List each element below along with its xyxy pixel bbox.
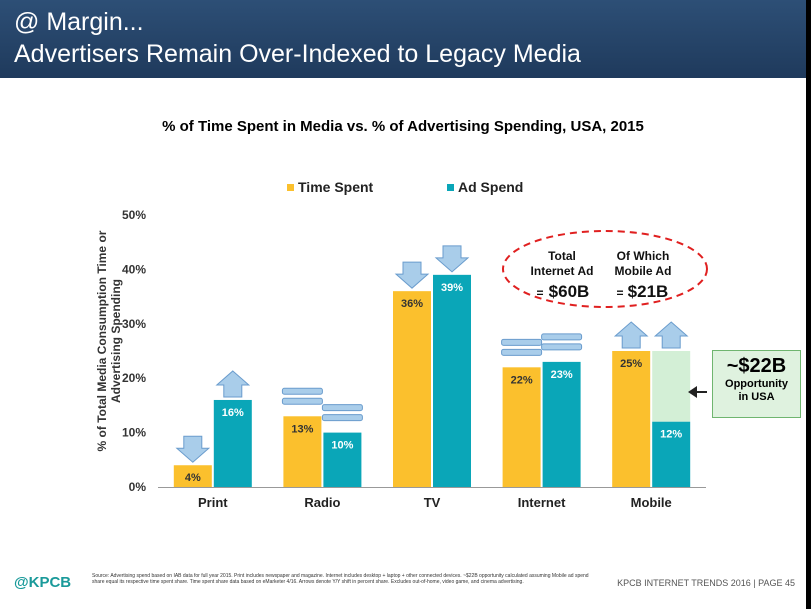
- right-edge: [806, 0, 811, 609]
- x-tick-label: Mobile: [631, 495, 672, 510]
- header-line-1: @ Margin...: [14, 8, 144, 36]
- y-tick-label: 50%: [122, 208, 146, 222]
- bar-time-spent: [612, 351, 651, 487]
- bar-ad-spend: [213, 399, 252, 487]
- bar-data-label: 23%: [551, 369, 573, 381]
- bar-data-label: 36%: [401, 298, 423, 310]
- down-arrow-icon: [175, 435, 211, 463]
- mobile-opportunity-gap: [652, 351, 691, 422]
- bar-data-label: 12%: [660, 429, 682, 441]
- bar-time-spent: [393, 291, 431, 487]
- y-tick-label: 0%: [129, 480, 147, 494]
- source-note: Source: Advertising spend based on IAB d…: [92, 573, 589, 585]
- chart-title: % of Time Spent in Media vs. % of Advert…: [162, 118, 644, 135]
- x-tick-label: Print: [198, 495, 228, 510]
- x-tick-label: Internet: [518, 495, 566, 510]
- up-arrow-icon: [653, 321, 689, 349]
- legend-ad-spend-label: Ad Spend: [458, 179, 524, 195]
- flat-arrow-icon: [281, 387, 323, 395]
- bar-time-spent: [283, 416, 322, 487]
- bar-data-label: 16%: [222, 407, 244, 419]
- oval-col2-line1: Of Which: [617, 249, 670, 263]
- oval-col1-eq: =: [536, 286, 543, 300]
- opportunity-line-2: in USA: [738, 391, 775, 403]
- legend-time-spent-swatch: [287, 183, 294, 191]
- flat-arrow-icon: [501, 348, 543, 356]
- x-tick-label: TV: [424, 495, 441, 510]
- oval-col1-value: $60B: [549, 282, 590, 301]
- header-bar: @ Margin... Advertisers Remain Over-Inde…: [0, 0, 806, 78]
- oval-col2-eq: =: [616, 286, 623, 300]
- flat-arrow-icon: [321, 404, 363, 412]
- opportunity-callout: ~$22B Opportunity in USA: [712, 350, 801, 418]
- bar-ad-spend: [542, 361, 581, 487]
- flat-arrow-icon: [321, 414, 363, 422]
- flat-arrow-icon: [541, 333, 583, 341]
- oval-col1-line2: Internet Ad: [531, 264, 594, 278]
- bar-data-label: 10%: [331, 440, 353, 452]
- flat-arrow-icon: [541, 343, 583, 351]
- bar-time-spent: [502, 367, 541, 487]
- kpcb-logo: @KPCB: [14, 574, 72, 591]
- left-arrow-icon: [688, 386, 697, 398]
- page-footer: KPCB INTERNET TRENDS 2016 | PAGE 45: [617, 578, 795, 588]
- y-tick-label: 30%: [122, 317, 146, 331]
- up-arrow-icon: [215, 370, 251, 398]
- down-arrow-icon: [394, 261, 430, 289]
- y-tick-label: 10%: [122, 426, 146, 440]
- opportunity-line-1: Opportunity: [725, 378, 788, 390]
- legend-ad-spend: Ad Spend: [447, 179, 523, 195]
- down-arrow-icon: [434, 245, 470, 273]
- bar-data-label: 13%: [291, 423, 313, 435]
- annotation-oval: [502, 230, 708, 308]
- bar-data-label: 4%: [185, 472, 201, 484]
- bar-data-label: 39%: [441, 282, 463, 294]
- legend-ad-spend-swatch: [447, 183, 454, 191]
- bar-data-label: 25%: [620, 358, 642, 370]
- legend-time-spent-label: Time Spent: [298, 179, 374, 195]
- y-tick-label: 20%: [122, 371, 146, 385]
- oval-col2-value: $21B: [628, 282, 669, 301]
- header-line-2: Advertisers Remain Over-Indexed to Legac…: [14, 40, 581, 68]
- legend-time-spent: Time Spent: [287, 179, 373, 195]
- y-tick-label: 40%: [122, 262, 146, 276]
- bar-data-label: 22%: [511, 374, 533, 386]
- bar-ad-spend: [652, 421, 691, 487]
- up-arrow-icon: [613, 321, 649, 349]
- oval-col1-line1: Total: [548, 249, 576, 263]
- bar-ad-spend: [323, 432, 362, 487]
- flat-arrow-icon: [281, 397, 323, 405]
- x-tick-label: Radio: [304, 495, 340, 510]
- bar-ad-spend: [433, 274, 471, 487]
- oval-col2-line2: Mobile Ad: [615, 264, 672, 278]
- bar-time-spent: [173, 465, 212, 487]
- opportunity-value: ~$22B: [726, 355, 787, 377]
- flat-arrow-icon: [501, 338, 543, 346]
